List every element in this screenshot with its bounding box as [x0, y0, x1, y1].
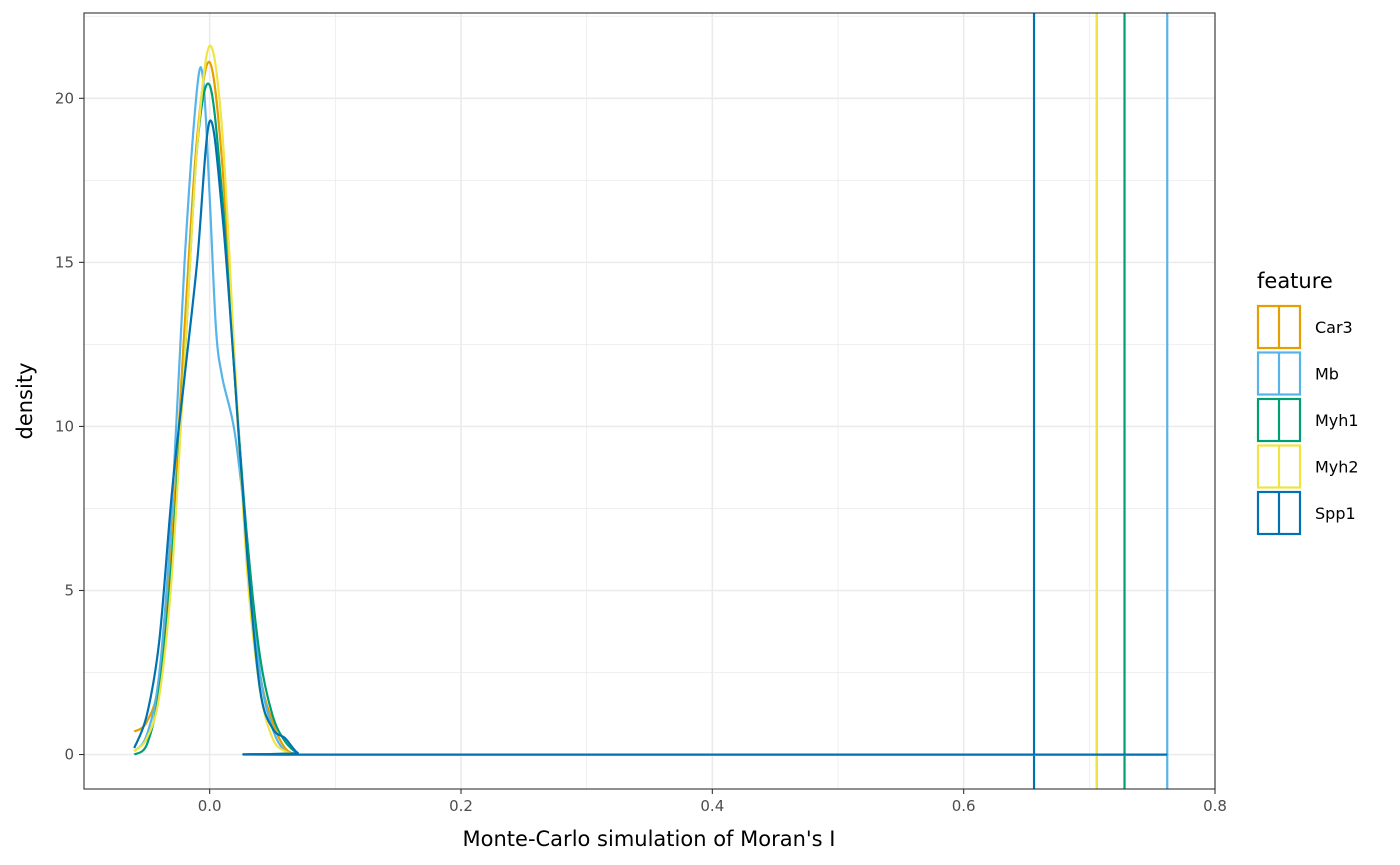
legend-label: Myh2 — [1315, 458, 1359, 477]
legend: feature Car3 Mb Myh1 Myh2 Spp1 — [1256, 269, 1359, 536]
x-tick-label: 0.8 — [1203, 797, 1227, 815]
plot-panel-background — [84, 13, 1215, 789]
y-tick-label: 5 — [64, 581, 74, 599]
legend-label: Myh1 — [1315, 411, 1359, 430]
x-axis: 0.0 0.2 0.4 0.6 0.8 — [198, 789, 1227, 815]
legend-entry-spp1: Spp1 — [1256, 490, 1356, 536]
x-tick-label: 0.0 — [198, 797, 222, 815]
plot-panel-border — [83, 12, 1216, 790]
x-tick-label: 0.4 — [700, 797, 724, 815]
y-axis-title: density — [13, 363, 37, 440]
legend-label: Mb — [1315, 365, 1339, 384]
x-tick-label: 0.6 — [952, 797, 976, 815]
legend-entry-mb: Mb — [1256, 351, 1339, 396]
y-tick-label: 15 — [55, 253, 74, 271]
observed-value-lines — [1032, 13, 1169, 789]
legend-label: Spp1 — [1315, 504, 1356, 523]
density-curves — [133, 44, 1168, 756]
legend-entry-myh1: Myh1 — [1256, 397, 1359, 443]
y-axis: 0 5 10 15 20 — [55, 89, 84, 764]
y-tick-label: 10 — [55, 417, 74, 435]
x-tick-label: 0.2 — [449, 797, 473, 815]
legend-title: feature — [1257, 269, 1333, 293]
density-curve-spp1 — [133, 119, 1168, 756]
y-tick-label: 20 — [55, 89, 74, 107]
legend-label: Car3 — [1315, 318, 1353, 337]
x-axis-title: Monte-Carlo simulation of Moran's I — [463, 827, 836, 851]
legend-entry-myh2: Myh2 — [1256, 444, 1359, 489]
y-tick-label: 0 — [64, 746, 74, 764]
legend-entries: Car3 Mb Myh1 Myh2 Spp1 — [1256, 304, 1359, 536]
legend-entry-car3: Car3 — [1256, 304, 1353, 350]
